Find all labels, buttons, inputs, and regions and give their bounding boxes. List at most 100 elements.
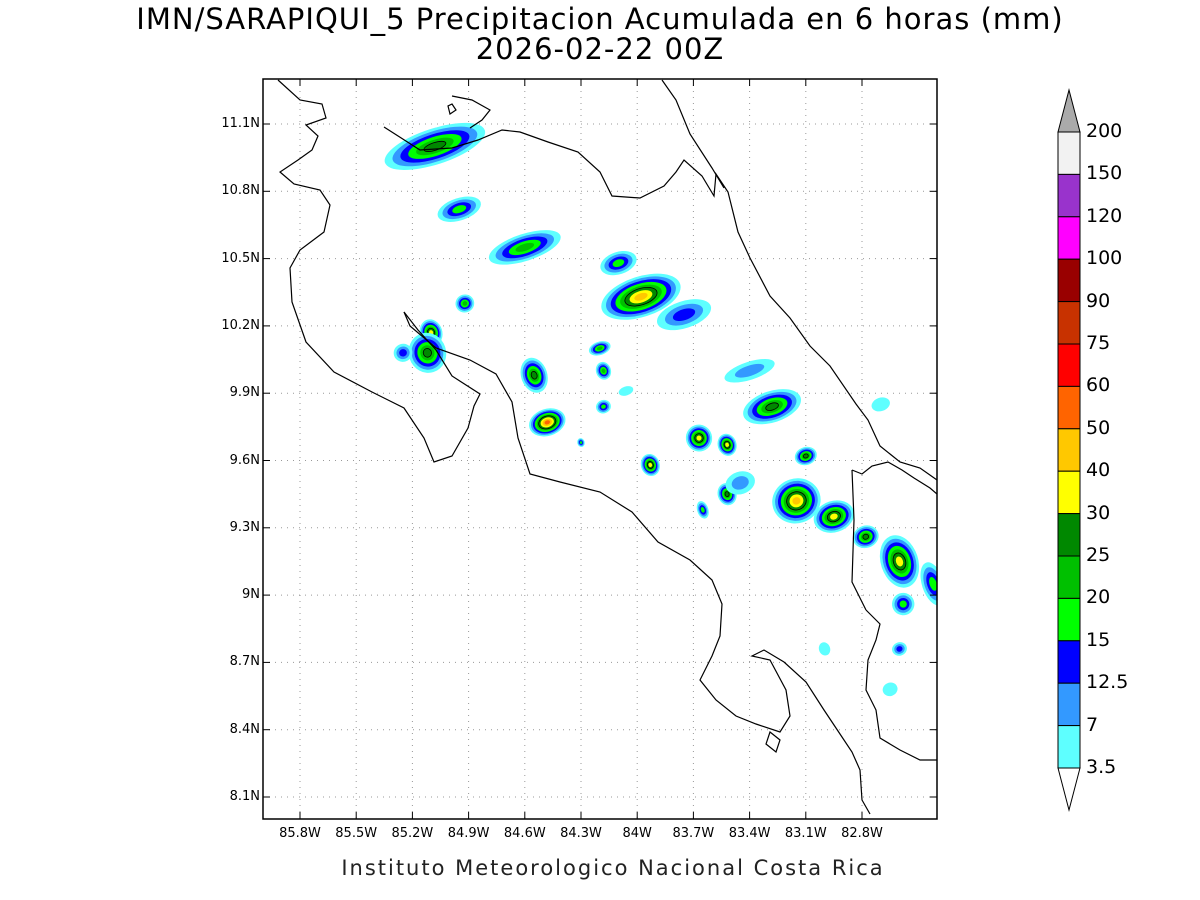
coastline-segment	[447, 103, 457, 115]
colorbar-box	[1057, 216, 1081, 260]
coastline-segment	[865, 609, 937, 761]
precip-contour	[452, 205, 467, 214]
colorbar-level-label: 40	[1086, 459, 1111, 482]
lat-label: 9.3N	[229, 519, 260, 535]
footer-credit: Instituto Meteorologico Nacional Costa R…	[341, 856, 885, 880]
colorbar-box	[1057, 682, 1081, 727]
precip-field	[384, 122, 937, 697]
precip-contour	[696, 435, 702, 441]
precip-contour	[725, 442, 729, 447]
lat-label: 8.4N	[229, 721, 260, 737]
precip-contour	[896, 646, 903, 652]
precip-contour	[899, 600, 907, 608]
precip-contour	[612, 259, 625, 267]
lon-label: 82.8W	[841, 826, 883, 841]
precip-contour	[422, 348, 432, 358]
precip-contour	[929, 577, 937, 591]
precip-contour	[818, 642, 831, 656]
lat-label: 9.6N	[229, 452, 260, 468]
colorbar-level-label: 100	[1086, 247, 1123, 270]
precip-contour	[596, 346, 603, 351]
precip-contour	[579, 441, 583, 444]
precip-contour	[734, 363, 765, 378]
precip-contour	[862, 533, 870, 540]
lat-label: 8.1N	[229, 789, 260, 804]
colorbar-level-label: 25	[1086, 544, 1111, 566]
colorbar-box	[1057, 131, 1081, 175]
lon-label: 83.4W	[728, 826, 771, 841]
coastline-borders	[277, 79, 937, 815]
colorbar-level-label: 90	[1086, 289, 1111, 312]
precip-contour	[601, 368, 606, 374]
map-title: IMN/SARAPIQUI_5 Precipitacion Acumulada …	[136, 2, 1064, 36]
colorbar-level-label: 15	[1086, 628, 1111, 651]
precip-contour	[530, 371, 538, 380]
precip-contour	[515, 242, 535, 252]
colorbar-box	[1057, 173, 1081, 218]
lat-label: 9.9N	[229, 385, 260, 401]
lon-label: 83.7W	[672, 826, 715, 841]
colorbar-box	[1057, 301, 1081, 345]
precip-contour	[601, 404, 606, 409]
colorbar-level-label: 60	[1086, 374, 1111, 397]
lon-label: 84.6W	[503, 826, 546, 841]
lat-label: 9N	[242, 587, 260, 603]
colorbar	[1057, 88, 1081, 812]
precip-contour	[634, 292, 648, 301]
coastline-segment	[851, 461, 937, 495]
colorbar-max-arrow	[1057, 88, 1081, 133]
coastline-segment	[851, 469, 867, 611]
precip-contour	[792, 497, 801, 505]
coastline-segment	[661, 79, 725, 189]
precip-contour	[724, 491, 730, 498]
coastline-segment	[403, 311, 871, 815]
precip-contour	[462, 301, 468, 306]
colorbar-level-label: 3.5	[1086, 756, 1117, 778]
colorbar-level-label: 75	[1086, 332, 1111, 354]
colorbar-level-label: 150	[1086, 162, 1123, 185]
precip-contour	[871, 397, 890, 412]
colorbar-level-label: 30	[1086, 501, 1111, 524]
coastline-segment	[383, 126, 937, 481]
precip-contour	[544, 420, 551, 425]
lat-label: 10.5N	[221, 250, 260, 266]
lon-label: 83.1W	[784, 826, 827, 841]
lon-label: 85.2W	[391, 826, 434, 841]
precip-contour	[648, 462, 653, 468]
map-frame	[262, 78, 938, 820]
colorbar-box	[1057, 343, 1081, 387]
colorbar-level-label: 7	[1086, 713, 1099, 736]
axis-ticks	[263, 79, 937, 819]
colorbar-box	[1057, 470, 1081, 515]
precip-contour	[399, 349, 407, 357]
lon-label: 85.8W	[279, 826, 321, 841]
colorbar-level-label: 200	[1086, 120, 1123, 142]
coastline-segment	[765, 730, 781, 754]
precip-contour	[765, 402, 779, 411]
colorbar-box	[1057, 597, 1081, 642]
lat-label: 10.2N	[221, 317, 260, 333]
lon-label: 84.3W	[560, 826, 602, 841]
lon-label: 85.5W	[335, 826, 378, 841]
map-subtitle-datetime: 2026-02-22 00Z	[475, 32, 725, 66]
lat-label: 11.1N	[221, 116, 260, 131]
lon-label: 84.9W	[447, 826, 490, 841]
precip-contour	[830, 513, 838, 520]
coastline-segment	[277, 79, 481, 463]
precip-contour	[618, 386, 634, 396]
colorbar-box	[1057, 725, 1081, 769]
map-grid	[263, 79, 937, 819]
colorbar-box	[1057, 258, 1081, 303]
precip-contour	[895, 556, 904, 567]
precip-contour	[700, 507, 705, 513]
lat-label: 8.7N	[229, 654, 260, 670]
precip-contour	[672, 308, 696, 322]
precip-contour	[882, 682, 898, 697]
colorbar-level-label: 120	[1086, 204, 1123, 227]
colorbar-box	[1057, 513, 1081, 557]
colorbar-level-label: 50	[1086, 416, 1111, 439]
colorbar-box	[1057, 555, 1081, 599]
coastline-segment	[451, 95, 491, 129]
precip-contour	[731, 476, 749, 490]
